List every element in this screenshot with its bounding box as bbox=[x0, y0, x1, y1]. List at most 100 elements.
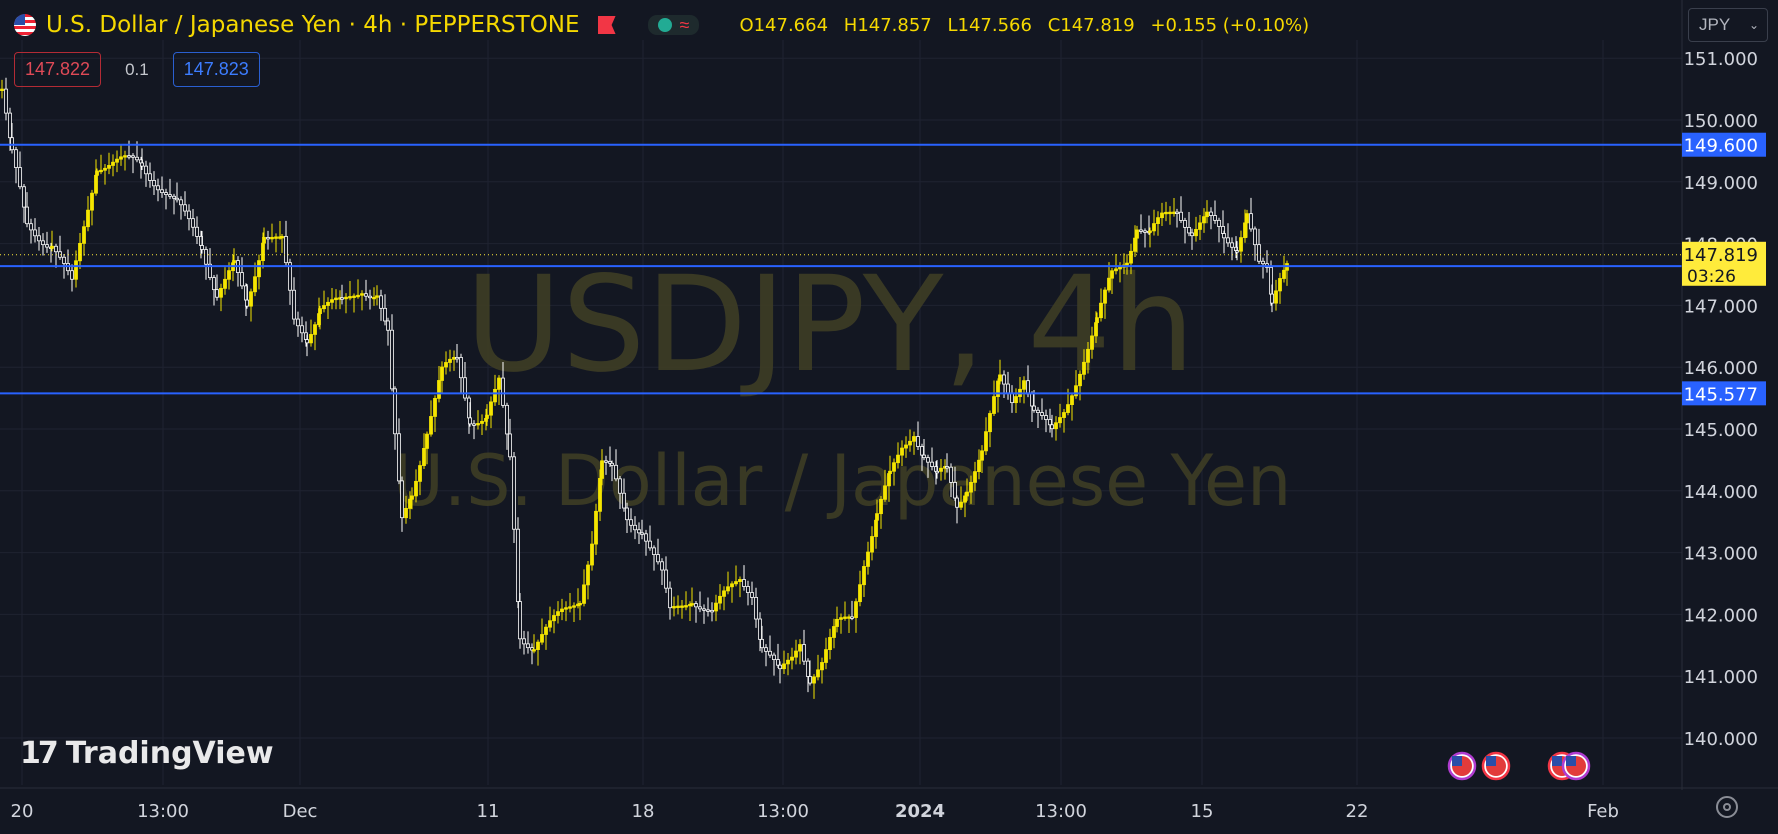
tradingview-logo[interactable]: 17 TradingView bbox=[20, 736, 274, 771]
candle-body bbox=[1253, 228, 1257, 246]
sell-button[interactable]: 147.822 bbox=[14, 52, 102, 87]
candle-body bbox=[1183, 220, 1187, 228]
candle-body bbox=[1014, 396, 1018, 404]
candle-body bbox=[522, 638, 526, 645]
time-axis[interactable]: 20 13:00 Dec 11 18 13:00 2024 13:00 15 22 Feb bbox=[0, 787, 1778, 822]
candle-body bbox=[1054, 422, 1058, 430]
candle-body bbox=[980, 450, 984, 461]
candle-body bbox=[1148, 230, 1152, 233]
currency-select[interactable]: JPY ⌄ bbox=[1688, 8, 1768, 42]
candle-body bbox=[1139, 229, 1143, 232]
candle-body bbox=[854, 601, 858, 618]
candle-body bbox=[1168, 211, 1172, 215]
candle-body bbox=[508, 433, 512, 458]
candle-body bbox=[344, 296, 348, 300]
candle-body bbox=[1110, 270, 1114, 279]
candle-body bbox=[1226, 237, 1230, 244]
settings-icon[interactable] bbox=[1716, 796, 1738, 818]
candle-body bbox=[969, 481, 973, 493]
candle-body bbox=[776, 659, 780, 666]
candle-body bbox=[82, 226, 86, 244]
candle-body bbox=[984, 431, 988, 452]
candle-body bbox=[1222, 233, 1226, 239]
candle-body bbox=[996, 380, 1000, 397]
symbol-title[interactable]: U.S. Dollar / Japanese Yen · 4h · PEPPER… bbox=[46, 12, 580, 38]
candle-body bbox=[179, 199, 183, 206]
candle-body bbox=[305, 339, 309, 344]
event-flag-icon bbox=[1561, 751, 1591, 781]
candle-body bbox=[1086, 348, 1090, 363]
candle-body bbox=[965, 491, 969, 497]
candle-body bbox=[590, 543, 594, 566]
flag-icon[interactable] bbox=[597, 16, 616, 34]
candle-body bbox=[227, 270, 231, 280]
candle-body bbox=[326, 301, 330, 306]
y-tick-label: 151.000 bbox=[1684, 49, 1758, 70]
candle-body bbox=[1135, 229, 1139, 239]
candle-body bbox=[1002, 374, 1006, 385]
candle-body bbox=[875, 513, 879, 521]
candle-body bbox=[356, 294, 360, 298]
candle-body bbox=[41, 240, 45, 246]
candle-body bbox=[25, 206, 29, 225]
candle-body bbox=[400, 480, 404, 519]
candle-body bbox=[0, 88, 4, 91]
spread-value: 0.1 bbox=[125, 59, 149, 79]
candle-body bbox=[1114, 268, 1118, 272]
candle-body bbox=[156, 185, 160, 191]
candle-body bbox=[313, 324, 317, 335]
candle-body bbox=[232, 260, 236, 264]
candle-body bbox=[489, 401, 493, 416]
y-tick-label: 147.000 bbox=[1684, 296, 1758, 317]
candle-body bbox=[676, 605, 680, 608]
candle-body bbox=[148, 173, 152, 181]
candle-body bbox=[949, 466, 953, 483]
candle-body bbox=[249, 291, 253, 307]
x-tick-label: 20 bbox=[11, 801, 34, 822]
candle-body bbox=[1133, 237, 1137, 252]
candle-body bbox=[694, 603, 698, 608]
candle-body bbox=[1103, 289, 1107, 304]
candle-body bbox=[1040, 412, 1044, 416]
candle-body bbox=[187, 210, 191, 220]
candle-body bbox=[330, 299, 334, 303]
candle-body bbox=[266, 237, 270, 240]
candle-body bbox=[935, 470, 939, 474]
price-axis[interactable]: 151.000150.000149.000148.000147.000146.0… bbox=[1681, 0, 1778, 834]
candle-body bbox=[123, 155, 127, 158]
candle-body bbox=[526, 643, 530, 649]
candle-body bbox=[832, 626, 836, 638]
x-tick-label: 13:00 bbox=[137, 801, 189, 822]
candle-body bbox=[425, 433, 429, 449]
watermark-symbol: USDJPY, 4h bbox=[465, 248, 1195, 402]
trade-panel: 147.822 0.1 147.823 bbox=[14, 52, 260, 87]
buy-button[interactable]: 147.823 bbox=[172, 52, 260, 87]
candle-body bbox=[516, 528, 520, 602]
market-open-icon bbox=[657, 18, 672, 32]
candle-body bbox=[204, 249, 208, 265]
candle-body bbox=[706, 609, 710, 612]
candle-body bbox=[660, 561, 664, 571]
candle-body bbox=[433, 397, 437, 417]
candle-body bbox=[629, 519, 633, 526]
candle-body bbox=[219, 287, 223, 298]
candle-body bbox=[1048, 419, 1052, 426]
candle-body bbox=[930, 461, 934, 467]
price-level-label: 149.600 bbox=[1684, 136, 1758, 157]
candle-body bbox=[8, 112, 12, 139]
candle-body bbox=[847, 616, 851, 619]
candle-body bbox=[879, 498, 883, 515]
price-levels[interactable] bbox=[0, 143, 1682, 395]
candle-body bbox=[912, 436, 916, 442]
market-status[interactable]: ≈ bbox=[647, 15, 700, 35]
countdown-label: 03:26 bbox=[1687, 267, 1736, 287]
y-tick-label: 144.000 bbox=[1684, 482, 1758, 503]
wave-icon: ≈ bbox=[679, 15, 690, 35]
candle-body bbox=[812, 676, 816, 684]
candle-body bbox=[472, 423, 476, 426]
candle-body bbox=[988, 413, 992, 433]
candle-body bbox=[772, 654, 776, 660]
chevron-down-icon: ⌄ bbox=[1748, 18, 1759, 32]
economic-events[interactable] bbox=[1447, 751, 1591, 781]
